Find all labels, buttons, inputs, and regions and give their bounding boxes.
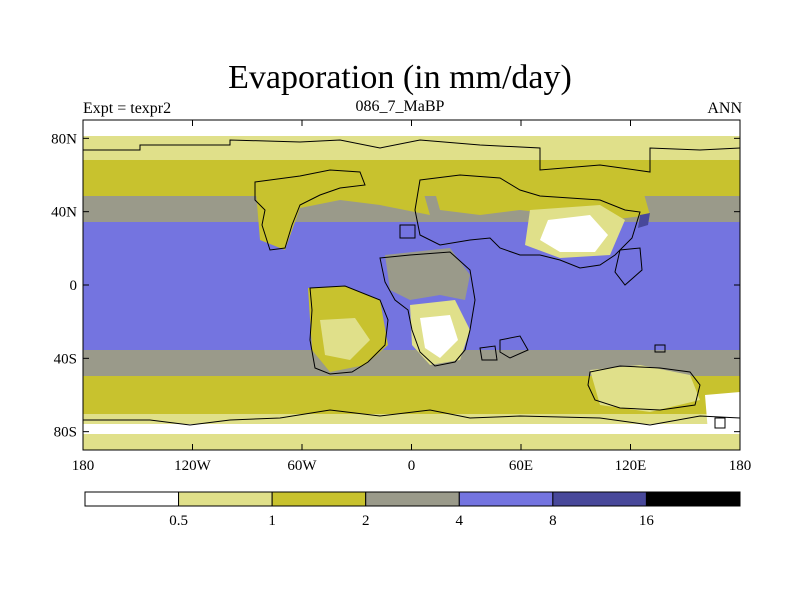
colorbar-swatch: [645, 491, 741, 507]
evaporation-field: [83, 120, 740, 450]
y-tick-label: 0: [70, 278, 78, 294]
colorbar: 0.5 1 2 4 8 16: [84, 491, 741, 529]
x-tick-label: 60W: [287, 458, 317, 474]
colorbar-swatch: [271, 491, 367, 507]
y-tick-label: 80N: [51, 131, 77, 147]
colorbar-swatch: [84, 491, 180, 507]
colorbar-label: 0.5: [169, 513, 188, 529]
x-tick-label: 180: [72, 458, 95, 474]
season-label: ANN: [707, 100, 742, 117]
colorbar-label: 4: [456, 513, 464, 529]
colorbar-swatch: [458, 491, 554, 507]
y-tick-label: 40N: [51, 205, 77, 221]
colorbar-swatch: [178, 491, 273, 507]
x-tick-label: 60E: [509, 458, 533, 474]
y-tick-label: 40S: [54, 351, 77, 367]
experiment-label: Expt = texpr2: [83, 100, 172, 117]
y-tick-label: 80S: [54, 425, 77, 441]
colorbar-label: 8: [549, 513, 557, 529]
colorbar-label: 16: [639, 513, 655, 529]
coastlines: [83, 139, 740, 429]
x-tick-label: 180: [729, 458, 752, 474]
x-tick-label: 0: [408, 458, 416, 474]
period-label: 086_7_MaBP: [355, 98, 445, 115]
colorbar-swatch: [365, 491, 460, 507]
x-tick-label: 120E: [615, 458, 647, 474]
axis-ticks: 180 120W 60W 0 60E 120E 180 80N 40N 0 40S 80S: [51, 120, 751, 474]
colorbar-swatch: [552, 491, 647, 507]
map-title: Evaporation (in mm/day): [228, 59, 572, 96]
x-tick-label: 120W: [174, 458, 212, 474]
colorbar-label: 1: [268, 513, 276, 529]
colorbar-label: 2: [362, 513, 370, 529]
